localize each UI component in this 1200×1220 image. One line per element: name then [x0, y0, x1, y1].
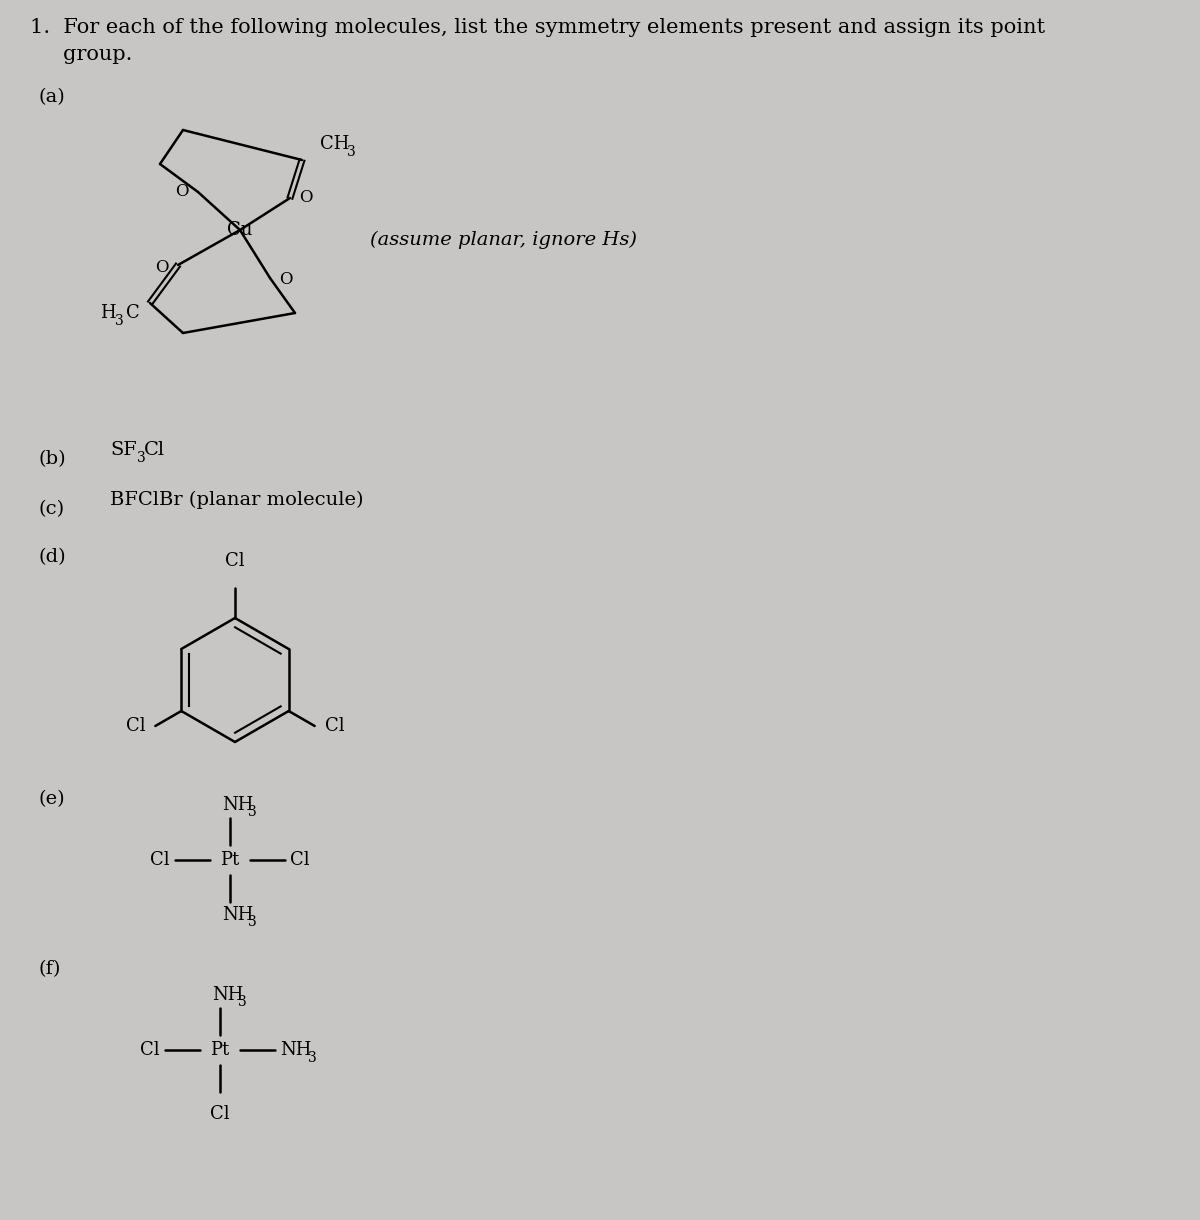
Text: 3: 3 — [347, 145, 355, 159]
Text: 3: 3 — [308, 1050, 317, 1065]
Text: Cl: Cl — [150, 852, 170, 869]
Text: (d): (d) — [38, 548, 66, 566]
Text: C: C — [126, 304, 139, 322]
Text: 3: 3 — [248, 805, 257, 819]
Text: O: O — [155, 259, 169, 276]
Text: NH: NH — [222, 906, 253, 924]
Text: group.: group. — [30, 45, 132, 63]
Text: 3: 3 — [137, 451, 145, 465]
Text: 1.  For each of the following molecules, list the symmetry elements present and : 1. For each of the following molecules, … — [30, 18, 1045, 37]
Text: Cl: Cl — [226, 551, 245, 570]
Text: CH: CH — [320, 135, 349, 152]
Text: H: H — [100, 304, 115, 322]
Text: Cu: Cu — [227, 221, 253, 239]
Text: SF: SF — [110, 440, 137, 459]
Text: Pt: Pt — [221, 852, 240, 869]
Text: 3: 3 — [115, 314, 124, 328]
Text: NH: NH — [222, 795, 253, 814]
Text: NH: NH — [212, 986, 244, 1004]
Text: Cl: Cl — [144, 440, 166, 459]
Text: O: O — [280, 272, 293, 288]
Text: Cl: Cl — [325, 717, 344, 734]
Text: 3: 3 — [238, 996, 247, 1009]
Text: Cl: Cl — [140, 1041, 160, 1059]
Text: O: O — [175, 183, 188, 200]
Text: Cl: Cl — [290, 852, 310, 869]
Text: BFClBr (planar molecule): BFClBr (planar molecule) — [110, 490, 364, 509]
Text: (e): (e) — [38, 791, 65, 808]
Text: Cl: Cl — [126, 717, 145, 734]
Text: (c): (c) — [38, 500, 64, 518]
Text: (f): (f) — [38, 960, 60, 978]
Text: 3: 3 — [248, 915, 257, 928]
Text: O: O — [299, 189, 313, 206]
Text: Pt: Pt — [210, 1041, 229, 1059]
Text: (b): (b) — [38, 450, 66, 468]
Text: (a): (a) — [38, 88, 65, 106]
Text: NH: NH — [280, 1041, 311, 1059]
Text: (assume planar, ignore Hs): (assume planar, ignore Hs) — [370, 231, 637, 249]
Text: Cl: Cl — [210, 1105, 230, 1122]
